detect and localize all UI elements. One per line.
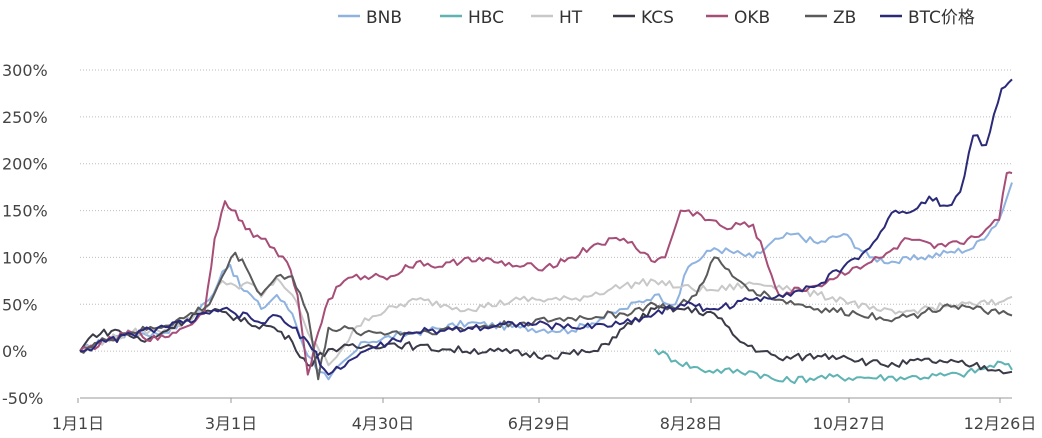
series-lines xyxy=(79,78,1013,385)
y-tick-label: 200% xyxy=(2,155,48,174)
y-tick-label: 300% xyxy=(2,61,48,80)
x-tick-label: 1月1日 xyxy=(52,414,104,433)
y-tick-label: 100% xyxy=(2,248,48,267)
legend-label: KCS xyxy=(641,8,674,28)
chart-legend: BNB HBC HT KCS OKB ZB BTC价格 xyxy=(338,8,975,28)
y-tick-label: 250% xyxy=(2,108,48,127)
y-tick-label: 150% xyxy=(2,202,48,221)
x-tick-label: 10月27日 xyxy=(813,414,886,433)
legend-label: HBC xyxy=(468,8,504,28)
legend-label: HT xyxy=(559,8,583,28)
y-tick-label: -50% xyxy=(2,389,43,408)
x-tick-label: 8月28日 xyxy=(660,414,723,433)
x-tick-label: 6月29日 xyxy=(508,414,571,433)
series-line-4 xyxy=(79,304,1013,375)
y-tick-label: 0% xyxy=(2,342,27,361)
x-tick-label: 3月1日 xyxy=(205,414,257,433)
series-line-2 xyxy=(653,348,1013,385)
series-line-5 xyxy=(79,171,1013,376)
series-line-3 xyxy=(79,277,1013,367)
legend-label: ZB xyxy=(833,8,856,28)
x-tick-label: 12月26日 xyxy=(964,414,1037,433)
y-tick-label: 50% xyxy=(2,295,38,314)
x-tick-label: 4月30日 xyxy=(352,414,415,433)
x-axis-ticks: 1月1日 3月1日 4月30日 6月29日 8月28日 10月27日 12月26日 xyxy=(52,398,1037,433)
gridlines xyxy=(80,69,1012,352)
series-line-1 xyxy=(79,182,1013,381)
legend-label: BTC价格 xyxy=(908,8,975,28)
series-line-6 xyxy=(79,251,1013,381)
legend-label: OKB xyxy=(734,8,770,28)
y-axis-ticks: 300% 250% 200% 150% 100% 50% 0% -50% xyxy=(2,61,48,408)
legend-label: BNB xyxy=(366,8,402,28)
series-line-7 xyxy=(79,78,1013,376)
